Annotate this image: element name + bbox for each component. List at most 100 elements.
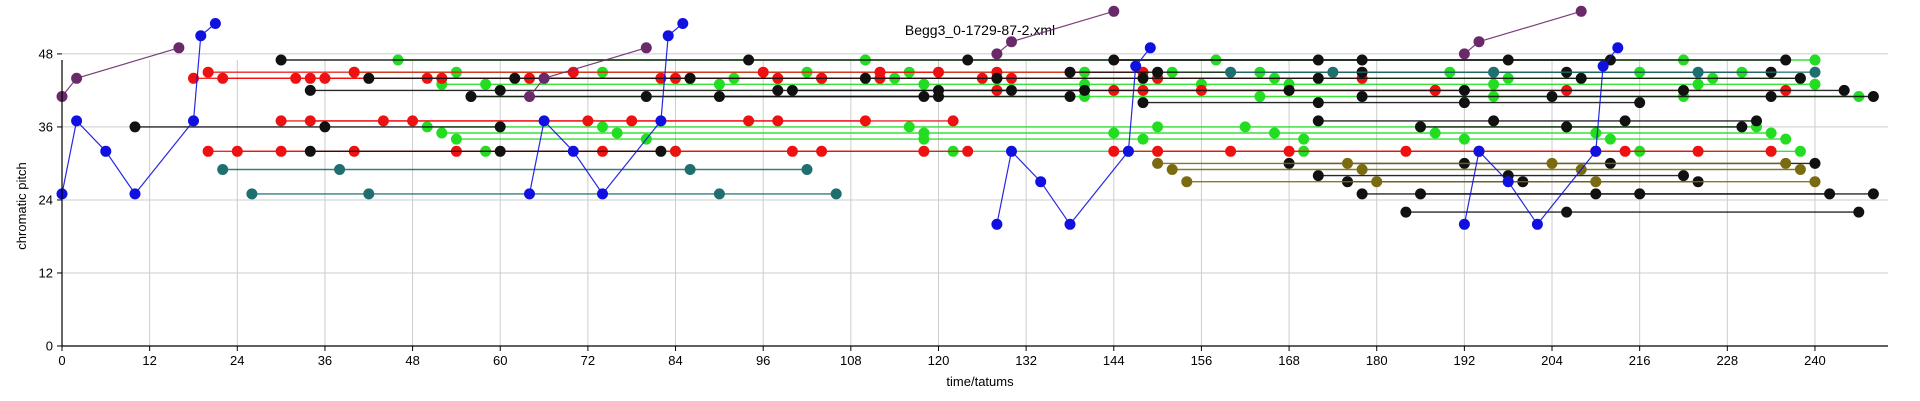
data-point-black: [1678, 84, 1689, 96]
data-point-black: [1152, 66, 1164, 78]
data-point-purple: [173, 42, 185, 54]
data-point-black: [1283, 84, 1295, 96]
data-point-blue: [538, 115, 550, 127]
data-point-olive: [1590, 176, 1602, 188]
data-point-black: [772, 84, 784, 96]
data-point-green: [1794, 145, 1806, 157]
data-point-teal: [1225, 66, 1237, 78]
data-point-olive: [1546, 157, 1558, 169]
data-point-teal: [217, 164, 229, 175]
data-point-black: [304, 145, 316, 157]
data-point-black: [1400, 206, 1412, 218]
data-point-blue: [1144, 42, 1156, 54]
data-point-black: [1356, 54, 1368, 66]
data-point-blue: [1006, 145, 1017, 157]
y-tick-label: 48: [39, 46, 53, 61]
x-tick-label: 120: [928, 353, 950, 368]
x-tick-label: 132: [1015, 353, 1037, 368]
data-point-black: [1765, 91, 1777, 102]
data-point-red: [231, 145, 243, 157]
data-point-teal: [684, 164, 696, 175]
data-point-red: [567, 66, 579, 78]
data-point-olive: [1181, 176, 1193, 188]
data-point-black: [1809, 157, 1821, 169]
data-point-black: [465, 91, 477, 102]
data-point-blue: [1597, 60, 1609, 72]
data-point-olive: [1371, 176, 1383, 188]
x-tick-label: 108: [840, 353, 862, 368]
x-tick-label: 48: [405, 353, 419, 368]
x-tick-label: 72: [581, 353, 595, 368]
data-point-black: [319, 121, 331, 133]
data-point-green: [1809, 78, 1821, 90]
data-point-black: [1312, 97, 1324, 109]
data-point-black: [1064, 66, 1076, 78]
data-point-black: [1867, 91, 1879, 102]
data-point-black: [786, 84, 798, 96]
data-point-black: [494, 84, 506, 96]
data-point-purple: [524, 91, 535, 102]
x-tick-label: 12: [142, 353, 156, 368]
data-point-green: [903, 121, 915, 133]
data-point-olive: [1809, 176, 1821, 188]
data-point-teal: [363, 188, 375, 200]
data-point-black: [1488, 115, 1500, 127]
data-point-red: [582, 115, 594, 127]
data-point-black: [684, 72, 696, 84]
data-point-olive: [1780, 157, 1792, 169]
chart-title: Begg3_0-1729-87-2.xml: [905, 22, 1055, 38]
data-point-purple: [538, 72, 550, 84]
data-point-teal: [1692, 66, 1704, 78]
x-tick-label: 216: [1629, 353, 1651, 368]
data-point-blue: [597, 188, 608, 200]
data-point-red: [407, 115, 419, 127]
data-point-red: [202, 145, 214, 157]
data-point-red: [743, 115, 755, 127]
data-point-blue: [655, 115, 667, 127]
data-point-green: [1298, 133, 1310, 145]
data-point-red: [786, 145, 798, 157]
data-point-green: [611, 127, 623, 139]
x-tick-label: 60: [493, 353, 507, 368]
data-point-black: [1312, 72, 1324, 84]
data-point-red: [202, 66, 214, 78]
data-point-blue: [1502, 176, 1514, 188]
data-point-black: [1137, 97, 1149, 109]
y-tick-label: 0: [46, 339, 53, 354]
data-point-black: [1604, 54, 1616, 66]
data-point-black: [1780, 54, 1792, 66]
x-tick-label: 204: [1541, 353, 1563, 368]
data-point-black: [655, 145, 667, 157]
data-point-black: [1415, 121, 1426, 133]
data-point-blue: [1122, 145, 1134, 157]
data-point-red: [757, 66, 769, 78]
data-point-teal: [713, 188, 725, 200]
x-tick-label: 192: [1454, 353, 1476, 368]
data-point-black: [933, 84, 944, 96]
data-point-purple: [640, 42, 652, 54]
data-point-teal: [830, 188, 842, 200]
y-tick-label: 24: [39, 192, 53, 207]
data-point-red: [962, 145, 974, 157]
data-point-purple: [71, 72, 83, 84]
x-tick-label: 156: [1191, 353, 1213, 368]
data-point-red: [217, 72, 229, 84]
data-point-blue: [524, 188, 535, 200]
data-point-black: [962, 54, 974, 66]
data-point-black: [1546, 91, 1558, 102]
data-point-black: [1312, 115, 1324, 127]
data-point-black: [1561, 206, 1573, 218]
data-point-black: [859, 72, 871, 84]
data-point-olive: [1152, 157, 1164, 169]
data-point-green: [480, 78, 492, 90]
data-point-blue: [195, 30, 207, 42]
data-point-red: [1283, 145, 1295, 157]
data-point-blue: [100, 145, 112, 157]
data-point-black: [1619, 115, 1631, 127]
data-point-teal: [1327, 66, 1339, 78]
data-point-purple: [1108, 5, 1120, 17]
data-point-green: [1780, 133, 1792, 145]
data-point-red: [275, 115, 287, 127]
data-point-blue: [209, 18, 221, 29]
